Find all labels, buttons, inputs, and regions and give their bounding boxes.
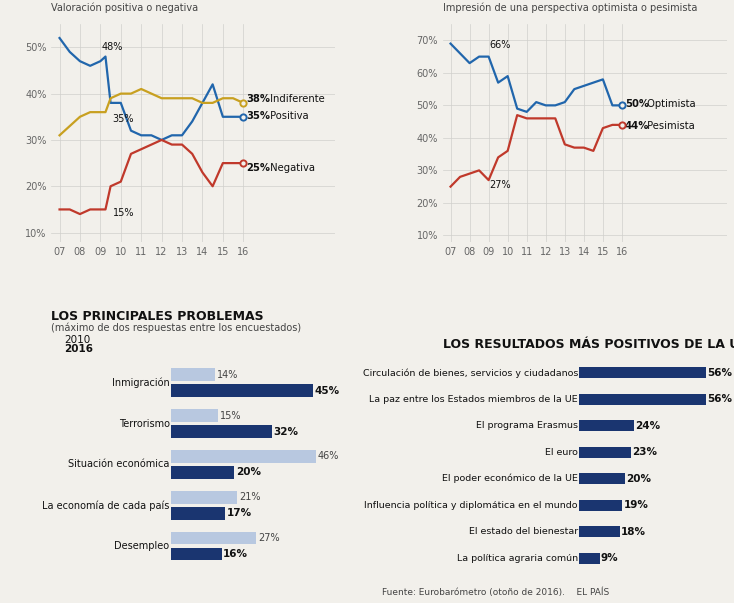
Text: Optimista: Optimista xyxy=(644,99,695,109)
Text: Negativa: Negativa xyxy=(266,163,315,172)
Bar xyxy=(171,384,313,397)
Text: Positiva: Positiva xyxy=(266,111,308,121)
Text: La economía de cada país: La economía de cada país xyxy=(43,500,170,511)
Text: 35%: 35% xyxy=(112,115,134,124)
Text: 24%: 24% xyxy=(635,421,660,431)
Text: Impresión de una perspectiva optimista o pesimista: Impresión de una perspectiva optimista o… xyxy=(443,2,697,13)
Text: 9%: 9% xyxy=(600,553,618,563)
Text: El poder económico de la UE: El poder económico de la UE xyxy=(442,474,578,484)
Text: 16%: 16% xyxy=(223,549,248,559)
Text: 21%: 21% xyxy=(239,492,261,502)
Bar xyxy=(171,450,316,463)
Bar xyxy=(171,507,225,520)
Bar xyxy=(171,368,215,381)
Text: Terrorismo: Terrorismo xyxy=(119,418,170,429)
Bar xyxy=(579,367,706,378)
Text: 23%: 23% xyxy=(633,447,658,457)
Text: El programa Erasmus: El programa Erasmus xyxy=(476,421,578,430)
Text: 20%: 20% xyxy=(625,474,650,484)
Text: 15%: 15% xyxy=(220,411,241,421)
Bar xyxy=(579,552,600,564)
Text: 27%: 27% xyxy=(258,533,280,543)
Text: 14%: 14% xyxy=(217,370,239,380)
Text: 15%: 15% xyxy=(112,209,134,218)
Text: 19%: 19% xyxy=(623,500,648,510)
Text: Influencia política y diplomática en el mundo: Influencia política y diplomática en el … xyxy=(365,500,578,510)
Text: 2016: 2016 xyxy=(64,344,93,354)
Bar xyxy=(171,532,256,545)
Bar xyxy=(579,526,620,537)
Text: Indiferente: Indiferente xyxy=(266,94,324,104)
Text: Situación económica: Situación económica xyxy=(68,459,170,469)
Text: 66%: 66% xyxy=(490,40,511,51)
Text: La paz entre los Estados miembros de la UE: La paz entre los Estados miembros de la … xyxy=(369,395,578,404)
Bar xyxy=(171,466,234,479)
Text: Fuente: Eurobarómetro (otoño de 2016).    EL PAÍS: Fuente: Eurobarómetro (otoño de 2016). E… xyxy=(382,587,609,597)
Bar xyxy=(51,345,62,353)
Text: Circulación de bienes, servicios y ciudadanos: Circulación de bienes, servicios y ciuda… xyxy=(363,368,578,377)
Bar xyxy=(579,447,631,458)
Text: 56%: 56% xyxy=(708,394,733,404)
Text: Valoración positiva o negativa: Valoración positiva o negativa xyxy=(51,2,198,13)
Bar xyxy=(51,336,62,344)
Text: 35%: 35% xyxy=(247,111,270,121)
Text: (máximo de dos respuestas entre los encuestados): (máximo de dos respuestas entre los encu… xyxy=(51,323,302,333)
Text: El estado del bienestar: El estado del bienestar xyxy=(469,527,578,536)
Text: 44%: 44% xyxy=(625,121,649,131)
Text: 25%: 25% xyxy=(247,163,270,172)
Text: Desempleo: Desempleo xyxy=(115,541,170,551)
Text: 18%: 18% xyxy=(621,526,646,537)
Text: 48%: 48% xyxy=(101,42,123,52)
Bar xyxy=(579,394,706,405)
Text: La política agraria común: La política agraria común xyxy=(457,554,578,563)
Text: 45%: 45% xyxy=(315,386,340,396)
Bar xyxy=(579,473,625,484)
Text: Inmigración: Inmigración xyxy=(112,377,170,388)
Text: 38%: 38% xyxy=(247,94,270,104)
Text: Pesimista: Pesimista xyxy=(644,121,694,131)
Text: 32%: 32% xyxy=(274,426,299,437)
Bar xyxy=(171,425,272,438)
Text: 27%: 27% xyxy=(490,180,511,190)
Text: LOS PRINCIPALES PROBLEMAS: LOS PRINCIPALES PROBLEMAS xyxy=(51,310,264,323)
Text: LOS RESULTADOS MÁS POSITIVOS DE LA UE: LOS RESULTADOS MÁS POSITIVOS DE LA UE xyxy=(443,338,734,351)
Text: 56%: 56% xyxy=(708,368,733,377)
Text: El euro: El euro xyxy=(545,447,578,456)
Text: 20%: 20% xyxy=(236,467,261,478)
Bar xyxy=(579,420,633,431)
Bar xyxy=(171,409,219,422)
Bar xyxy=(171,491,237,504)
Text: 46%: 46% xyxy=(318,452,339,461)
Text: 17%: 17% xyxy=(226,508,252,518)
Text: 50%: 50% xyxy=(625,99,649,109)
Bar xyxy=(171,548,222,560)
Text: 2010: 2010 xyxy=(64,335,90,345)
Bar xyxy=(579,499,622,511)
